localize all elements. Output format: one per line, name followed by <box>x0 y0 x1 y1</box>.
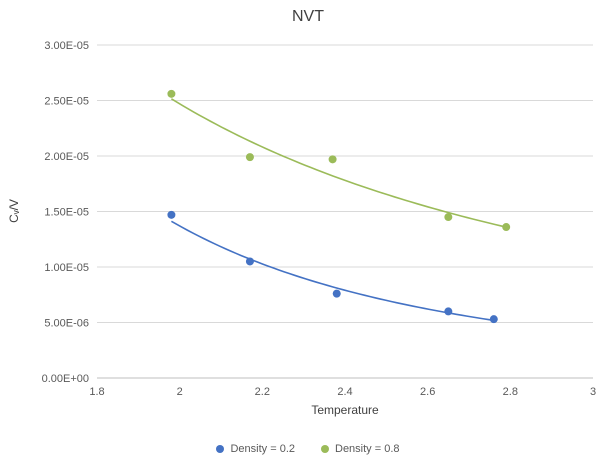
x-tick-label: 1.8 <box>89 386 104 398</box>
y-tick-label: 2.50E-05 <box>44 96 89 108</box>
x-tick-label: 3 <box>590 386 596 398</box>
data-point <box>245 153 254 162</box>
legend-label: Density = 0.8 <box>335 443 400 455</box>
x-tick-label: 2.4 <box>337 386 352 398</box>
x-tick-label: 2 <box>177 386 183 398</box>
legend-item: Density = 0.2 <box>216 443 295 455</box>
data-point <box>167 210 176 219</box>
data-point <box>444 307 453 316</box>
chart-title: NVT <box>292 8 324 25</box>
x-axis-label: Temperature <box>311 403 379 417</box>
data-point <box>167 89 176 98</box>
data-point <box>444 213 453 222</box>
legend-item: Density = 0.8 <box>321 443 400 455</box>
y-tick-label: 5.00E-06 <box>44 318 89 330</box>
y-tick-label: 3.00E-05 <box>44 40 89 52</box>
y-tick-label: 0.00E+00 <box>42 373 89 385</box>
data-point <box>502 223 511 232</box>
trend-line <box>170 98 507 228</box>
y-tick-label: 1.50E-05 <box>44 207 89 219</box>
x-tick-label: 2.2 <box>255 386 270 398</box>
data-point <box>245 257 254 266</box>
legend: Density = 0.2 Density = 0.8 <box>0 443 616 455</box>
x-tick-label: 2.6 <box>420 386 435 398</box>
y-tick-label: 1.00E-05 <box>44 262 89 274</box>
data-point <box>489 315 498 324</box>
y-tick-label: 2.00E-05 <box>44 151 89 163</box>
data-point <box>328 155 337 164</box>
legend-marker-icon <box>216 445 225 453</box>
data-point <box>332 289 341 298</box>
trend-line <box>171 220 494 322</box>
x-tick-label: 2.8 <box>503 386 518 398</box>
legend-label: Density = 0.2 <box>230 443 295 455</box>
legend-marker-icon <box>321 445 329 453</box>
y-axis-label: Cᵥ/V <box>7 199 21 223</box>
